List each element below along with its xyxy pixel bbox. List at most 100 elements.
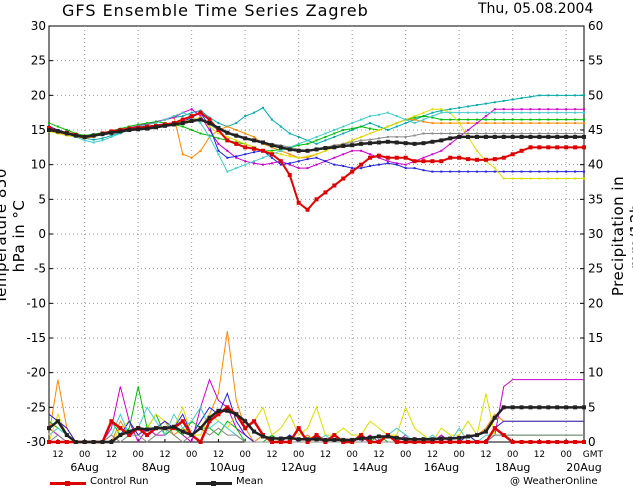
temp-member-line-point <box>395 163 398 166</box>
precip-mean-line-point <box>269 436 274 441</box>
temp-control-line-point <box>555 145 560 150</box>
temp-member-line-point <box>315 135 318 138</box>
temp-member-line-point <box>431 111 434 114</box>
temp-control-line-point <box>332 183 337 188</box>
precip-control-line-point <box>519 440 524 444</box>
precip-mean-line-point <box>323 437 328 442</box>
temp-member-line-point <box>520 132 523 135</box>
precip-mean-line-point <box>278 436 283 441</box>
temp-member-line-point <box>511 170 514 173</box>
temp-member-line-point <box>449 108 452 111</box>
precip-control-line-point <box>216 412 221 417</box>
y-tick-label: -25 <box>26 400 46 414</box>
temp-control-line-point <box>412 159 417 164</box>
temp-member-line-point <box>395 135 398 138</box>
temp-mean-line-point <box>412 141 417 146</box>
precip-control-line-point <box>243 426 248 431</box>
temp-member-line-point <box>511 108 514 111</box>
precip-control-line-point <box>394 440 399 444</box>
y-tick-label: -5 <box>34 262 46 276</box>
y-tick-label: 20 <box>31 88 46 102</box>
temp-member-line-point <box>467 122 470 125</box>
temp-mean-line-point <box>136 127 141 132</box>
temp-member-line-point <box>484 111 487 114</box>
temp-control-line-point <box>305 207 310 212</box>
x-day-label: 10Aug <box>210 461 245 474</box>
temp-member-line-point <box>333 132 336 135</box>
precip-control-line-point <box>457 440 462 444</box>
temp-member-line-point <box>297 144 300 147</box>
temp-control-line-point <box>216 128 221 132</box>
temp-member-line-point <box>110 134 113 137</box>
temp-member-line-point <box>217 137 220 140</box>
temp-member-line-point <box>502 118 505 121</box>
precip-control-line-point <box>64 440 69 444</box>
precip-control-line-point <box>47 440 51 444</box>
precip-control-line-point <box>564 440 569 444</box>
precip-control-line-point <box>118 426 123 431</box>
precip-mean-line-point <box>510 405 515 410</box>
temp-member-line-point <box>377 129 380 131</box>
precip-mean-line-point <box>252 429 257 434</box>
temp-member-line-point <box>386 111 389 114</box>
temp-member-line-point <box>386 135 389 138</box>
temp-member-line-point <box>181 111 184 114</box>
precip-mean-line-point <box>73 440 78 444</box>
temp-member-line-point <box>137 123 140 126</box>
temp-member-line-point <box>128 125 131 128</box>
credit-text: @ WeatherOnline <box>510 476 598 487</box>
temp-member-line-point <box>413 134 416 137</box>
temp-mean-line-point <box>73 133 78 138</box>
temp-member-line-point <box>288 155 291 158</box>
temp-member-line-point <box>493 122 496 125</box>
x-hour-label: 12 <box>427 450 438 460</box>
x-hour-label: 00 <box>400 450 412 460</box>
precip-mean-line-point <box>439 436 444 441</box>
precip-control-line-point <box>287 440 292 444</box>
temp-member-line-point <box>574 177 577 180</box>
temp-control-line-point <box>519 148 524 153</box>
temp-member-line-point <box>493 132 496 135</box>
precip-control-line-point <box>180 419 185 424</box>
temp-member-line-point <box>413 122 416 125</box>
temp-member-line-point <box>556 177 559 180</box>
temp-member-line-point <box>484 115 487 118</box>
temp-member-line-point <box>360 118 363 121</box>
temp-member-line-point <box>333 144 336 147</box>
precip-mean-line-point <box>118 433 123 438</box>
temp-mean-line-point <box>216 125 221 130</box>
temp-member-line-point <box>377 156 380 159</box>
temp-control-line-point <box>582 145 586 150</box>
temp-control-line-point <box>225 138 230 143</box>
y-tick-label: 25 <box>31 54 46 68</box>
temp-member-line-point <box>520 108 523 111</box>
precip-mean-line-point <box>483 429 488 434</box>
temp-member-line-point <box>351 167 354 170</box>
temp-member-line-point <box>449 170 452 173</box>
temp-member-line-point <box>565 177 568 180</box>
temp-mean-line-point <box>359 141 364 146</box>
temp-member-line-point <box>502 170 505 173</box>
temp-member-line-point <box>565 111 568 114</box>
temp-member-line-point <box>440 111 443 114</box>
temp-member-line-point <box>369 115 371 118</box>
temp-member-line-point <box>244 163 247 166</box>
temp-member-line-point <box>324 160 327 163</box>
temp-member-line-point <box>422 118 425 121</box>
temp-member-line-point <box>369 122 371 125</box>
temp-member-line-point <box>279 153 282 156</box>
precip-mean-line-point <box>332 437 337 442</box>
temp-member-line-point <box>324 135 327 138</box>
temp-member-line-point <box>565 132 568 135</box>
precip-control-line-point <box>421 440 426 444</box>
temp-member-line-point <box>458 132 461 135</box>
temp-member-line-point <box>511 118 514 121</box>
chart-title: GFS Ensemble Time Series Zagreb <box>62 1 369 20</box>
x-hour-label: 00 <box>186 450 198 460</box>
temp-member-line-point <box>270 151 273 154</box>
temp-mean-line-point <box>261 140 265 145</box>
temp-member-line-point <box>404 135 407 138</box>
precip-control-line-point <box>127 433 132 438</box>
temp-member-line-point <box>244 142 247 145</box>
x-hour-label: 12 <box>373 450 384 460</box>
